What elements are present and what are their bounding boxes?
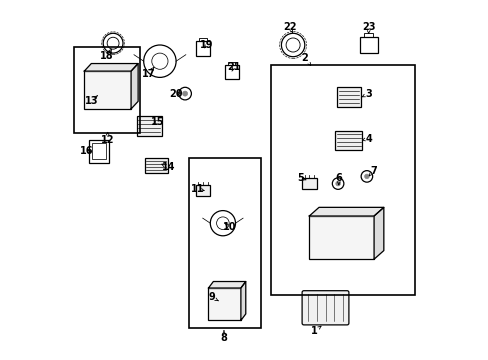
Text: 12: 12 [101, 135, 114, 145]
Circle shape [335, 181, 340, 186]
Polygon shape [241, 282, 245, 320]
Text: 2: 2 [301, 53, 308, 63]
Text: 4: 4 [365, 134, 371, 144]
Text: 10: 10 [222, 222, 236, 232]
Polygon shape [373, 207, 383, 259]
Text: 8: 8 [220, 333, 227, 343]
Text: 16: 16 [80, 146, 94, 156]
Bar [188, 158, 260, 328]
Bar [228, 62, 235, 65]
Circle shape [364, 174, 368, 179]
Circle shape [182, 91, 187, 96]
Bar [136, 116, 162, 136]
Bar [89, 140, 108, 163]
Text: 18: 18 [100, 51, 114, 61]
Bar [364, 33, 372, 37]
Text: 22: 22 [282, 22, 296, 32]
Text: 20: 20 [169, 89, 183, 99]
Bar [309, 216, 373, 259]
Bar [84, 71, 131, 109]
Bar [302, 178, 316, 189]
Text: 6: 6 [335, 173, 342, 183]
Bar [337, 87, 360, 107]
Text: 7: 7 [369, 166, 376, 176]
Bar [335, 131, 362, 150]
Text: 9: 9 [207, 292, 214, 302]
Text: 1: 1 [311, 326, 317, 336]
Text: 21: 21 [227, 62, 241, 72]
Bar [73, 47, 140, 133]
Text: 19: 19 [200, 40, 213, 50]
Bar [199, 38, 206, 41]
Bar [92, 143, 105, 159]
Bar [359, 37, 377, 53]
Polygon shape [309, 207, 383, 216]
Text: 23: 23 [361, 22, 375, 32]
Text: 17: 17 [142, 69, 155, 79]
Bar [196, 185, 210, 196]
Text: 14: 14 [162, 162, 175, 172]
Polygon shape [131, 63, 138, 109]
Bar [224, 65, 238, 79]
Text: 3: 3 [365, 89, 371, 99]
Polygon shape [84, 63, 138, 71]
Bar [208, 288, 241, 320]
Bar [196, 41, 210, 56]
Bar [271, 65, 415, 295]
Polygon shape [208, 282, 245, 288]
Text: 15: 15 [150, 117, 164, 127]
Text: 5: 5 [297, 173, 304, 183]
FancyBboxPatch shape [302, 291, 348, 325]
Text: 13: 13 [84, 96, 98, 106]
Bar [144, 158, 168, 173]
Text: 11: 11 [190, 184, 204, 194]
